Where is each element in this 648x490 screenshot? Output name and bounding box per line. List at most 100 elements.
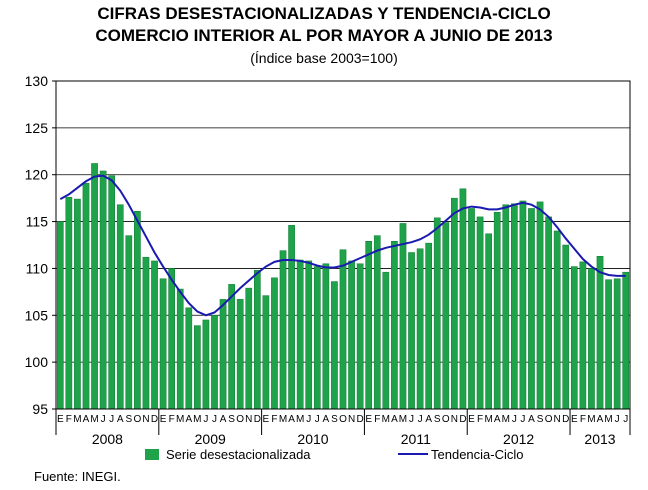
year-label: 2010 xyxy=(297,431,328,447)
bar xyxy=(485,233,492,410)
chart-subtitle: (Índice base 2003=100) xyxy=(250,50,398,66)
bar xyxy=(502,204,510,410)
x-tick-label: A xyxy=(323,414,330,425)
x-tick-label: E xyxy=(160,414,167,425)
bar xyxy=(125,235,133,410)
bar xyxy=(99,170,107,410)
x-tick-label: M xyxy=(399,414,407,425)
bar xyxy=(536,201,544,410)
bar xyxy=(416,248,424,410)
y-tick-label: 125 xyxy=(25,120,49,136)
x-tick-label: A xyxy=(494,414,501,425)
x-tick-label: O xyxy=(442,414,450,425)
bar xyxy=(305,260,313,410)
x-tick-label: J xyxy=(212,414,217,425)
bar xyxy=(545,216,552,410)
x-tick-label: S xyxy=(331,414,338,425)
x-tick-label: S xyxy=(537,414,544,425)
x-tick-label: J xyxy=(409,414,414,425)
bar xyxy=(476,216,484,410)
bar xyxy=(433,217,441,410)
bar xyxy=(553,230,561,410)
x-tick-label: A xyxy=(185,414,192,425)
bar xyxy=(356,263,364,410)
bar xyxy=(519,200,527,410)
bar xyxy=(528,208,535,410)
x-tick-label: J xyxy=(615,414,620,425)
x-tick-label: M xyxy=(296,414,304,425)
bar xyxy=(391,241,398,410)
bar xyxy=(622,271,630,410)
x-tick-label: M xyxy=(193,414,201,425)
bar xyxy=(562,244,570,410)
bar xyxy=(382,271,390,410)
bar xyxy=(459,188,467,410)
bar xyxy=(176,288,184,410)
x-tick-label: F xyxy=(477,414,483,425)
bar xyxy=(253,270,261,410)
x-tick-label: N xyxy=(451,414,458,425)
x-tick-label: J xyxy=(418,414,423,425)
x-tick-label: M xyxy=(502,414,510,425)
x-tick-label: F xyxy=(169,414,175,425)
bar xyxy=(142,256,150,410)
x-tick-label: E xyxy=(57,414,64,425)
y-tick-label: 95 xyxy=(32,401,48,417)
x-tick-label: A xyxy=(425,414,432,425)
x-tick-label: M xyxy=(604,414,612,425)
legend-bar-swatch xyxy=(145,449,159,460)
bar xyxy=(219,299,227,410)
x-tick-label: A xyxy=(528,414,535,425)
bar xyxy=(159,278,167,410)
x-tick-label: D xyxy=(357,414,364,425)
x-tick-label: S xyxy=(434,414,441,425)
y-tick-label: 105 xyxy=(25,307,49,323)
legend-bar-label: Serie desestacionalizada xyxy=(166,447,311,462)
x-tick-label: E xyxy=(571,414,578,425)
bar xyxy=(91,163,98,410)
x-tick-label: M xyxy=(176,414,184,425)
x-tick-label: N xyxy=(142,414,149,425)
bar xyxy=(296,259,304,410)
x-tick-label: D xyxy=(151,414,158,425)
bar xyxy=(613,278,621,410)
x-tick-label: S xyxy=(228,414,235,425)
bar xyxy=(279,250,287,410)
year-label: 2013 xyxy=(584,431,615,447)
x-tick-label: O xyxy=(133,414,141,425)
bar xyxy=(313,266,321,410)
x-tick-label: A xyxy=(391,414,398,425)
bar xyxy=(82,182,90,410)
bar xyxy=(451,197,458,410)
trend-line xyxy=(59,174,626,317)
x-tick-label: A xyxy=(83,414,90,425)
y-tick-label: 120 xyxy=(25,167,49,183)
y-axis: 95 100 105 110 115 120 125 130 xyxy=(25,73,56,417)
bar xyxy=(605,279,612,410)
bar xyxy=(468,208,475,410)
bar xyxy=(236,299,244,410)
x-tick-label: N xyxy=(348,414,355,425)
x-tick-label: J xyxy=(109,414,114,425)
bar xyxy=(288,225,295,410)
x-tick-label: A xyxy=(117,414,124,425)
x-tick-label: O xyxy=(545,414,553,425)
x-tick-label: A xyxy=(288,414,295,425)
x-tick-label: J xyxy=(520,414,525,425)
bar xyxy=(116,204,124,410)
y-tick-label: 115 xyxy=(26,214,49,230)
bar xyxy=(228,284,235,410)
bar xyxy=(408,252,415,410)
bar xyxy=(365,241,373,410)
x-tick-label: D xyxy=(459,414,466,425)
x-tick-label: M xyxy=(73,414,81,425)
bar xyxy=(373,235,381,410)
x-tick-label: F xyxy=(374,414,380,425)
chart-title-line2: COMERCIO INTERIOR AL POR MAYOR A JUNIO D… xyxy=(95,26,553,45)
x-tick-label: J xyxy=(306,414,311,425)
x-tick-label: M xyxy=(279,414,287,425)
bar xyxy=(322,263,330,410)
bar xyxy=(588,268,595,410)
x-tick-label: M xyxy=(587,414,595,425)
